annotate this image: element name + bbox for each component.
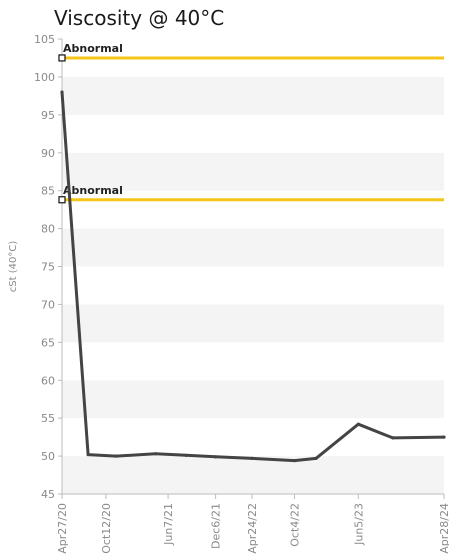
y-axis-title: cSt (40°C) <box>8 241 19 293</box>
y-tick-label: 90 <box>41 147 55 160</box>
data-point <box>356 422 360 426</box>
data-point <box>184 453 188 457</box>
data-point <box>153 452 158 456</box>
grid-bands <box>62 39 444 494</box>
grid-band <box>62 190 444 229</box>
y-tick-label: 105 <box>34 33 55 46</box>
grid-band <box>62 342 444 381</box>
data-point <box>86 452 90 457</box>
reference-marker <box>58 54 66 62</box>
x-tick-label: Jun7/21 <box>162 503 175 546</box>
grid-band <box>62 418 444 457</box>
data-point <box>214 455 218 459</box>
x-tick-label: Dec6/21 <box>210 503 223 549</box>
y-tick-label: 50 <box>41 450 55 463</box>
grid-band <box>62 380 444 419</box>
x-tick-label: Apr27/20 <box>56 503 69 554</box>
data-point <box>391 436 395 440</box>
x-tick-label: Apr28/24 <box>438 503 449 554</box>
y-tick-label: 70 <box>41 298 55 311</box>
grid-band <box>62 228 444 267</box>
data-point <box>114 454 118 458</box>
reference-lines: Abnormal Abnormal <box>58 42 444 204</box>
grid-band <box>62 152 444 191</box>
y-tick-label: 60 <box>41 374 55 387</box>
chart-title: Viscosity @ 40°C <box>54 6 225 30</box>
reference-label: Abnormal <box>63 42 123 55</box>
data-point <box>314 456 318 460</box>
y-tick-label: 95 <box>41 109 55 122</box>
y-tick-label: 80 <box>41 223 55 236</box>
grid-band <box>62 266 444 305</box>
reference-marker <box>58 196 66 204</box>
y-tick-label: 65 <box>41 336 55 349</box>
tick-labels: 45 50 55 60 65 70 75 80 85 90 95 100 105 cSt (40°C) Ap… <box>8 33 449 554</box>
series-line <box>60 90 446 463</box>
y-tick-label: 75 <box>41 261 55 274</box>
y-tick-label: 55 <box>41 412 55 425</box>
x-tick-label: Jun5/23 <box>352 503 365 546</box>
x-tick-label: Oct4/22 <box>289 503 302 547</box>
axes <box>58 38 445 499</box>
x-tick-label: Apr24/22 <box>246 503 259 554</box>
y-tick-label: 45 <box>41 488 55 501</box>
grid-band <box>62 76 444 115</box>
grid-band <box>62 456 444 494</box>
data-point <box>292 459 297 463</box>
y-tick-label: 100 <box>34 71 55 84</box>
x-tick-label: Oct12/20 <box>100 503 113 554</box>
data-point <box>250 456 254 460</box>
y-tick-label: 85 <box>41 185 55 198</box>
series-layer <box>60 90 446 463</box>
reference-label: Abnormal <box>63 184 123 197</box>
data-point <box>60 90 64 94</box>
grid-band <box>62 304 444 343</box>
data-point <box>442 435 446 439</box>
grid-band <box>62 114 444 153</box>
